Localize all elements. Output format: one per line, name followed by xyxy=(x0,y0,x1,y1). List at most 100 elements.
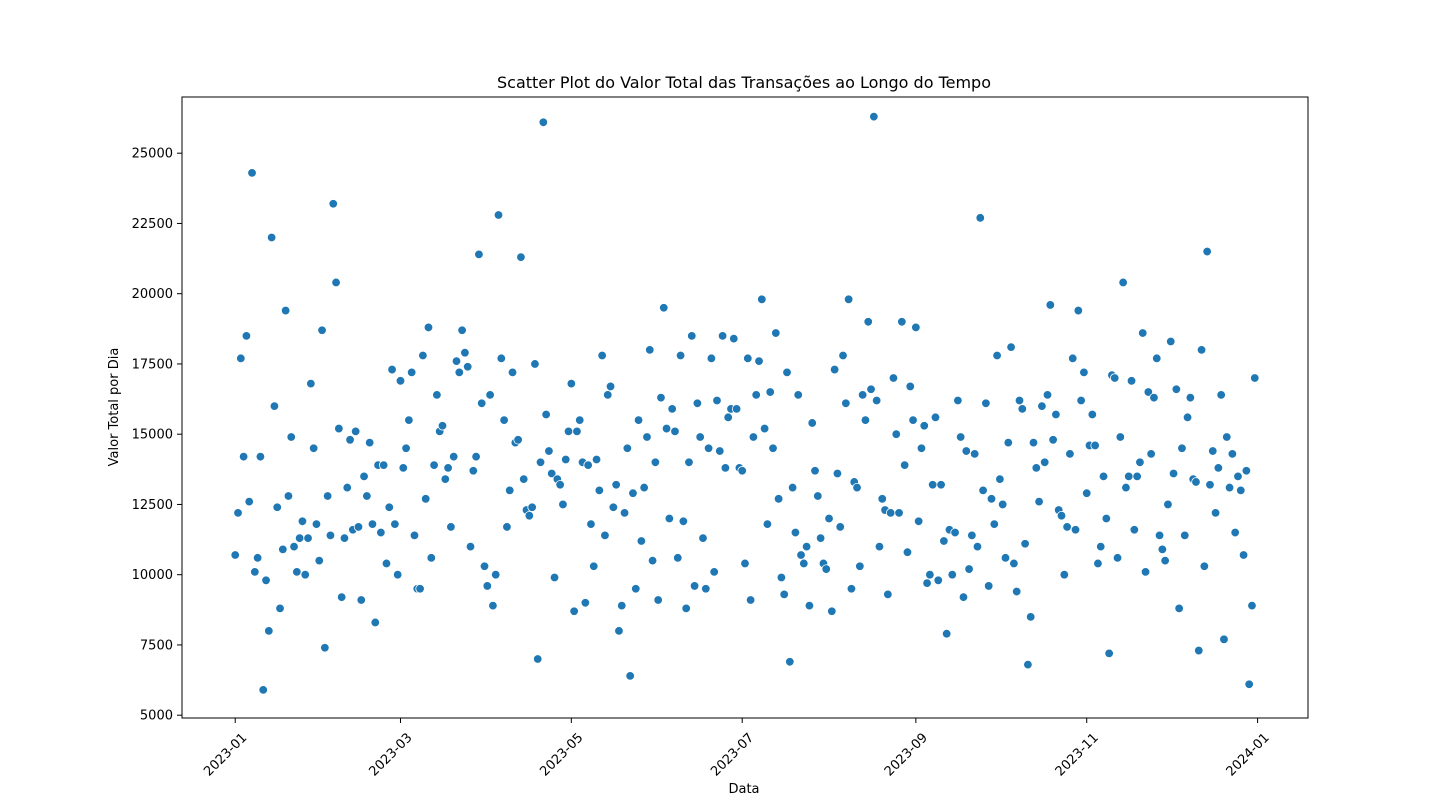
x-tick-label: 2023-01 xyxy=(201,730,250,779)
data-point xyxy=(639,482,649,493)
data-point xyxy=(824,513,834,524)
data-point xyxy=(936,480,946,490)
data-point xyxy=(1160,555,1170,566)
data-point xyxy=(244,496,254,507)
data-point xyxy=(1098,471,1109,482)
data-point xyxy=(628,488,638,498)
data-point xyxy=(706,353,717,364)
x-tick-label: 2023-05 xyxy=(537,730,586,779)
data-point xyxy=(451,356,462,366)
data-point xyxy=(1040,457,1050,467)
data-point xyxy=(743,353,753,364)
data-point xyxy=(1135,457,1145,467)
data-point xyxy=(580,598,591,608)
x-tick-label: 2023-03 xyxy=(367,730,416,779)
data-point xyxy=(449,451,459,462)
data-point xyxy=(964,564,974,574)
data-point xyxy=(233,508,243,518)
data-point xyxy=(1227,449,1238,459)
data-point xyxy=(1180,530,1190,541)
data-point xyxy=(605,381,616,392)
data-point xyxy=(972,541,983,552)
data-point xyxy=(793,390,803,400)
data-point xyxy=(888,373,899,383)
data-point xyxy=(1208,446,1218,456)
data-point xyxy=(594,485,605,496)
data-point xyxy=(927,480,938,490)
data-point xyxy=(465,541,476,552)
data-point xyxy=(762,519,773,529)
data-point xyxy=(230,550,240,560)
data-point xyxy=(479,561,490,571)
data-point xyxy=(1185,392,1196,403)
data-point xyxy=(398,463,408,473)
y-axis: 5000 7500 10000 12500 15000 17500 20000 22500 25… xyxy=(132,147,182,724)
data-point xyxy=(692,398,703,408)
data-point xyxy=(647,555,658,566)
data-point xyxy=(810,466,820,476)
data-point xyxy=(681,603,691,614)
data-point xyxy=(1154,530,1165,541)
data-point xyxy=(787,482,798,493)
data-point xyxy=(292,567,302,577)
data-point xyxy=(813,491,823,501)
data-point xyxy=(1230,527,1240,538)
data-point xyxy=(454,367,465,378)
data-point xyxy=(1166,336,1176,347)
data-point xyxy=(1244,679,1254,689)
data-point xyxy=(294,533,305,543)
data-point xyxy=(432,390,442,400)
data-point xyxy=(597,350,607,361)
data-point xyxy=(1079,367,1089,378)
data-point xyxy=(1132,471,1142,482)
x-tick-label: 2024-01 xyxy=(1224,730,1273,779)
data-point xyxy=(1006,342,1016,352)
data-point xyxy=(549,572,560,583)
data-point xyxy=(558,499,568,510)
data-point xyxy=(883,589,893,600)
data-point xyxy=(1025,612,1036,622)
data-point xyxy=(1210,508,1221,518)
data-point xyxy=(1028,437,1039,448)
data-point xyxy=(541,409,551,420)
data-point xyxy=(636,536,647,546)
data-point xyxy=(689,581,700,591)
data-point xyxy=(874,541,885,552)
y-tick-label: 17500 xyxy=(132,357,173,372)
data-point xyxy=(308,443,319,453)
data-point xyxy=(939,536,949,546)
data-point xyxy=(933,575,943,586)
data-point xyxy=(339,533,350,543)
data-point xyxy=(804,600,815,611)
data-point xyxy=(563,426,574,437)
data-point xyxy=(336,592,347,602)
y-tick-label: 5000 xyxy=(140,709,173,724)
data-point xyxy=(776,572,787,583)
data-point xyxy=(527,502,537,512)
data-point xyxy=(569,606,579,616)
data-point xyxy=(838,350,848,361)
x-tick-label: 2023-07 xyxy=(708,730,757,779)
data-point xyxy=(485,390,495,400)
data-point xyxy=(717,331,728,341)
data-point xyxy=(1196,345,1207,355)
data-point xyxy=(583,460,593,470)
data-point xyxy=(1093,558,1103,569)
data-point xyxy=(877,494,887,504)
data-point xyxy=(384,502,394,512)
data-point xyxy=(493,210,504,220)
data-point xyxy=(664,513,675,524)
data-point xyxy=(266,232,277,243)
data-point xyxy=(771,328,781,338)
data-point xyxy=(367,519,378,529)
data-point xyxy=(790,527,801,538)
y-tick-label: 15000 xyxy=(132,428,173,443)
data-point xyxy=(953,395,963,406)
data-point xyxy=(897,317,907,327)
data-point xyxy=(1168,468,1179,479)
data-point xyxy=(429,460,439,470)
data-point xyxy=(1146,449,1156,459)
data-point xyxy=(482,581,493,591)
data-point xyxy=(300,569,310,580)
data-point xyxy=(989,519,999,529)
